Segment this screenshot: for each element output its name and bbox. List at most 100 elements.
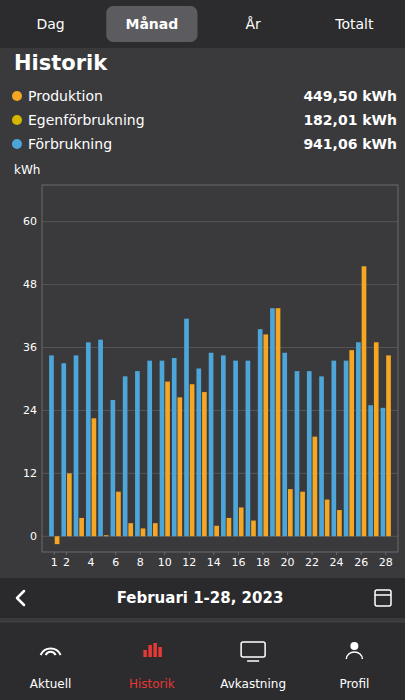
legend-row: Egenförbrukning182,01 kWh	[12, 112, 397, 128]
x-tick-label: 6	[112, 556, 119, 569]
x-tick	[115, 552, 116, 555]
bar	[233, 361, 238, 537]
bar	[325, 500, 330, 537]
nav-item[interactable]: Profil	[339, 642, 369, 691]
bar	[221, 355, 226, 536]
bar	[55, 536, 60, 544]
bar	[74, 355, 79, 536]
nav-label[interactable]: Avkastning	[220, 677, 286, 691]
bar	[368, 405, 373, 536]
legend-value: 182,01 kWh	[303, 112, 397, 128]
bar	[165, 382, 170, 537]
tab[interactable]: År	[245, 16, 261, 32]
tab-label[interactable]: Totalt	[334, 16, 374, 32]
x-tick	[287, 552, 288, 555]
legend-value: 449,50 kWh	[303, 88, 397, 104]
bars	[49, 266, 391, 544]
nav-item[interactable]: Aktuell	[30, 649, 72, 691]
bar	[98, 340, 103, 537]
bar	[270, 308, 275, 536]
tab[interactable]: Månad	[106, 6, 197, 42]
bar	[282, 353, 287, 537]
bar	[104, 535, 109, 536]
x-tick	[336, 552, 337, 555]
nav-icon	[41, 649, 61, 655]
date-label: Februari 1-28, 2023	[117, 589, 284, 607]
tab-bar	[0, 0, 405, 48]
x-tick-label: 28	[379, 556, 393, 569]
legend-value: 941,06 kWh	[303, 136, 397, 152]
legend-swatch	[12, 115, 22, 125]
bar	[49, 355, 54, 536]
nav-item[interactable]: Avkastning	[220, 642, 286, 691]
legend-swatch	[12, 91, 22, 101]
x-tick-label: 8	[137, 556, 144, 569]
background	[0, 0, 405, 700]
bar	[258, 329, 263, 536]
x-tick	[238, 552, 239, 555]
x-tick-label: 16	[231, 556, 245, 569]
nav-icon	[241, 642, 265, 657]
x-tick-label: 14	[207, 556, 221, 569]
bar	[344, 361, 349, 537]
bar	[147, 361, 152, 537]
nav-icon	[350, 642, 358, 650]
x-tick	[164, 552, 165, 555]
nav-label[interactable]: Profil	[339, 677, 369, 691]
bar	[307, 371, 312, 536]
bar	[227, 518, 232, 536]
bar	[374, 342, 379, 536]
y-axis-label: kWh	[14, 163, 40, 177]
bar	[123, 376, 128, 536]
y-tick-label: 12	[23, 467, 37, 480]
tab-label[interactable]: År	[245, 16, 261, 32]
title: Historik	[14, 51, 108, 75]
bar	[111, 400, 116, 536]
nav-icon	[158, 647, 162, 657]
x-tick-label: 24	[330, 556, 344, 569]
bar	[381, 408, 386, 536]
nav-separator	[0, 622, 405, 623]
nav-label[interactable]: Aktuell	[30, 677, 72, 691]
bar	[214, 526, 219, 536]
tab-label[interactable]: Dag	[37, 16, 65, 32]
bar	[190, 384, 195, 536]
x-tick-label: 2	[63, 556, 70, 569]
tab[interactable]: Totalt	[334, 16, 374, 32]
bottom-nav	[0, 622, 405, 700]
nav-icon	[346, 652, 362, 659]
x-tick-label: 26	[354, 556, 368, 569]
tab-label[interactable]: Månad	[125, 16, 178, 32]
x-tick	[385, 552, 386, 555]
bar	[172, 358, 177, 536]
app-screen: DagMånadÅrTotaltHistorikProduktion449,50…	[0, 0, 405, 700]
legend-label: Förbrukning	[28, 136, 112, 152]
date-bar	[0, 578, 405, 618]
x-tick	[361, 552, 362, 555]
prev-button[interactable]	[17, 591, 24, 605]
x-tick-label: 20	[281, 556, 295, 569]
nav-icon	[46, 652, 56, 655]
grid-line	[42, 284, 398, 285]
bar	[153, 523, 158, 536]
bar	[61, 363, 66, 536]
bar	[202, 392, 207, 536]
bar	[196, 369, 201, 537]
bar	[349, 350, 354, 536]
nav-label[interactable]: Historik	[129, 677, 175, 691]
nav-icon	[143, 650, 147, 657]
x-tick	[140, 552, 141, 555]
bar	[178, 397, 183, 536]
grid	[42, 222, 398, 537]
legend-row: Förbrukning 941,06 kWh	[12, 136, 397, 152]
x-tick-label: 18	[256, 556, 270, 569]
nav-icon	[153, 643, 157, 657]
bar	[331, 361, 336, 537]
tab-active-bg	[106, 6, 197, 42]
nav-item[interactable]: Historik	[129, 643, 175, 691]
calendar-button[interactable]	[375, 590, 391, 606]
y-tick-label: 36	[23, 341, 37, 354]
plot-frame	[42, 185, 398, 552]
tab[interactable]: Dag	[37, 16, 65, 32]
grid-line	[42, 221, 398, 222]
